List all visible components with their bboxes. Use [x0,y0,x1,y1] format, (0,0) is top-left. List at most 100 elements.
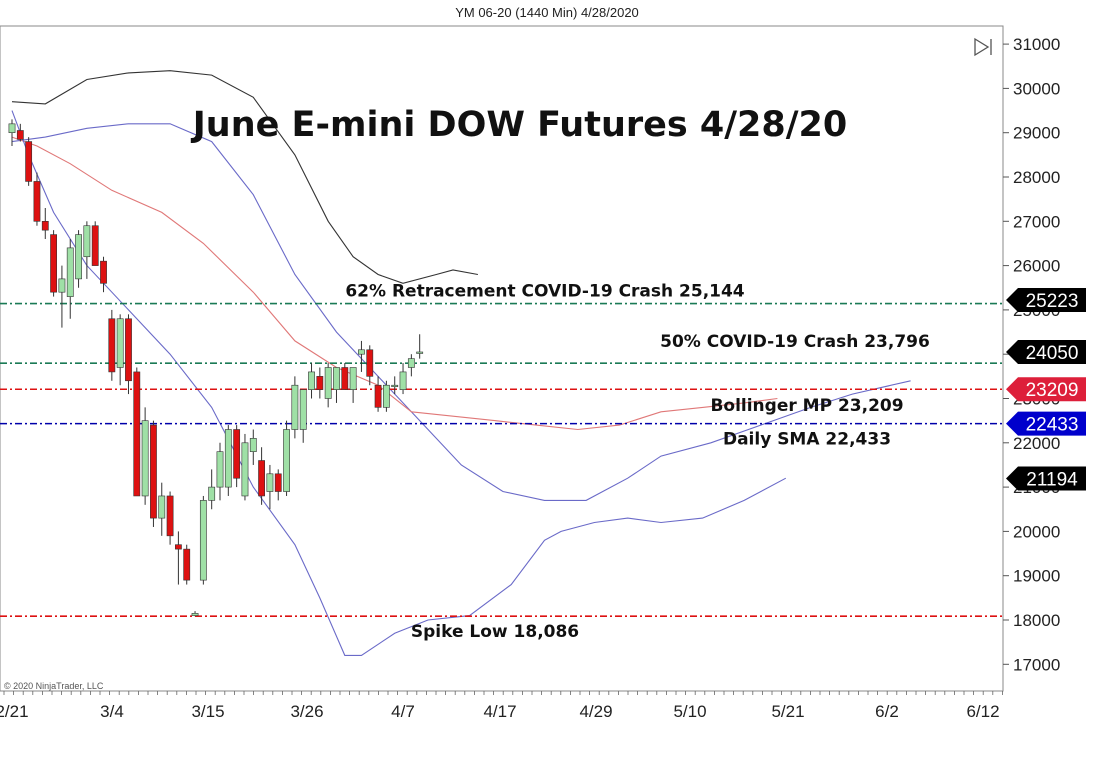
candle-body [299,389,307,430]
price-tag-3-text: 22433 [1026,415,1079,436]
candle-body [216,451,224,488]
price-tag-3: 22433 [1006,411,1086,436]
candle [299,389,307,443]
candle [166,491,174,545]
y-tick-label: 20000 [1013,522,1060,541]
level-label-1: 50% COVID-19 Crash 23,796 [660,332,930,352]
candle [416,334,424,359]
candle [341,363,349,390]
candle-body [391,384,399,388]
candle-body [224,429,232,488]
price-tag-1: 24050 [1006,339,1086,364]
x-tick-label: 4/29 [579,702,612,721]
scroll-to-end-icon[interactable] [974,37,992,57]
candle-body [83,225,91,258]
price-tag-0-shape [1006,288,1086,313]
candle-body [125,318,132,382]
bollinger-inner-line [11,136,778,431]
x-tick-label: 3/26 [290,702,323,721]
candle-body [266,473,274,492]
candlesticks [8,119,424,617]
price-tag-0: 25223 [1006,288,1086,313]
x-tick-label: 2/21 [0,702,29,721]
plot-frame [0,25,1004,692]
candle-body [333,367,340,390]
candle-body [100,260,107,284]
candle-body [291,384,299,430]
y-tick-label: 28000 [1013,168,1060,187]
candle [374,376,382,412]
candle [191,611,199,617]
candle [274,469,282,501]
candle-body [316,376,324,390]
candle-body [274,473,282,492]
candle [50,230,57,297]
candle [8,119,16,146]
candle-body [382,384,390,408]
level-label-3: Daily SMA 22,433 [723,430,891,450]
candle [66,239,74,319]
candle [399,363,407,395]
bollinger-lower-line [11,110,787,656]
candle-body [166,495,174,537]
candle [25,137,33,186]
candle [391,376,399,395]
price-tag-extra-shape [1006,466,1086,491]
candle-body [183,548,191,581]
candle [75,230,82,288]
candle [16,123,24,142]
x-tick-label: 6/2 [875,702,899,721]
x-tick-label: 6/12 [966,702,999,721]
candle-body [366,349,374,377]
candle-body [341,367,349,390]
candle [349,367,357,403]
x-tick-label: 5/21 [771,702,804,721]
y-tick-label: 30000 [1013,79,1060,98]
candle-body [208,486,216,501]
bollinger-bands [11,70,911,656]
bollinger-upper-line [11,70,478,284]
candle-body [407,358,415,368]
candle [316,367,324,399]
candle-body [283,429,290,492]
candle [150,420,157,527]
candle [58,265,66,328]
candle [133,367,141,497]
candle [175,531,182,585]
candle [83,221,91,279]
level-label-2: Bollinger MP 23,209 [710,396,903,416]
y-tick-label: 17000 [1013,655,1060,674]
candle-body [66,247,74,297]
price-tag-2: 23209 [1006,377,1086,402]
candle [116,314,124,386]
price-tag-0-text: 25223 [1026,291,1079,312]
candle [216,442,224,501]
horizontal-levels [0,302,1003,617]
candle-body [50,234,57,293]
candle [249,429,257,465]
candle-body [141,420,149,497]
candle-body [133,371,141,497]
bollinger-middle-line [11,123,911,501]
y-tick-label: 19000 [1013,567,1060,586]
candle-body [33,181,41,222]
candle-body [191,613,199,616]
x-tick-label: 4/17 [483,702,516,721]
x-tick-label: 5/10 [673,702,706,721]
candle [233,425,241,488]
chart-header: YM 06-20 (1440 Min) 4/28/2020 [455,5,639,20]
candle [241,433,249,501]
y-tick-label: 31000 [1013,35,1060,54]
x-tick-label: 3/15 [191,702,224,721]
x-axis: 2/21 3/4 3/15 3/26 4/7 4/17 4/29 5/10 5/21 6/2 6/1… [0,690,1003,721]
candle [333,367,340,403]
price-tag-2-text: 23209 [1026,380,1079,401]
candle-body [150,424,157,519]
candle-body [58,278,66,293]
price-tag-extra: 21194 [1006,466,1086,491]
candle [108,309,116,381]
candle-body [374,384,382,408]
candle [91,221,99,266]
candle [407,354,415,377]
